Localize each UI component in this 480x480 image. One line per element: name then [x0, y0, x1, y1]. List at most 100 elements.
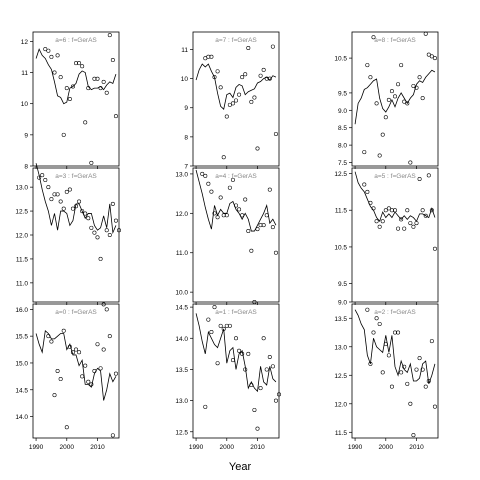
data-point [101, 347, 106, 352]
data-point [49, 339, 54, 344]
data-point [270, 44, 275, 49]
panel-frame [351, 31, 439, 167]
data-point [86, 86, 91, 91]
data-point [40, 173, 45, 178]
data-point [267, 354, 272, 359]
data-point [368, 361, 373, 366]
y-tick-label: 15.0 [15, 360, 28, 367]
data-point [258, 223, 263, 228]
data-point [101, 79, 106, 84]
data-point [110, 201, 115, 206]
series-line [195, 63, 277, 110]
y-tick-label: 11.5 [16, 256, 29, 263]
data-point [396, 82, 401, 87]
data-point [74, 61, 79, 66]
y-tick-label: 9.5 [338, 90, 347, 97]
y-tick-label: 14.5 [175, 305, 188, 312]
data-point [411, 433, 416, 438]
data-point [224, 213, 229, 218]
data-point [249, 99, 254, 104]
data-point [58, 75, 63, 80]
data-point [264, 367, 269, 372]
series-line [35, 330, 117, 401]
panel-a2: 11.5 12.0 12.5 13.0 13.5 1990 2000 2010 a=2 : f=… [334, 303, 439, 451]
data-point [396, 330, 401, 335]
data-point [273, 131, 278, 136]
data-point [377, 153, 382, 158]
panel-frame [351, 167, 439, 303]
data-point [37, 175, 42, 180]
y-tick-label: 9 [184, 105, 188, 112]
data-point [64, 189, 69, 194]
x-axis-label: Year [229, 461, 252, 473]
panel-a4: 10.0 11.0 12.0 13.0 a=4 : f=GerAS [175, 167, 280, 305]
data-point [218, 85, 223, 90]
y-tick-label: 13.0 [175, 398, 188, 405]
data-point [64, 86, 69, 91]
data-point [107, 334, 112, 339]
data-point [77, 61, 82, 66]
y-tick-label: 12.5 [15, 209, 28, 216]
data-point [426, 173, 431, 178]
data-point [380, 219, 385, 224]
data-point [417, 177, 422, 182]
data-point [276, 392, 281, 397]
y-tick-label: 12.5 [334, 373, 347, 380]
data-point [423, 384, 428, 389]
y-tick-label: 7 [184, 164, 188, 171]
data-point [273, 398, 278, 403]
data-point [80, 64, 85, 69]
data-point [49, 54, 54, 59]
data-point [249, 248, 254, 253]
data-point [270, 225, 275, 230]
data-point [61, 132, 66, 137]
data-point [270, 364, 275, 369]
data-point [58, 199, 63, 204]
y-tick-label: 14.0 [15, 414, 28, 421]
data-point [203, 173, 208, 178]
y-tick-label: 7.5 [338, 160, 347, 167]
data-point [389, 384, 394, 389]
data-point [411, 83, 416, 88]
data-point [67, 344, 72, 349]
data-point [377, 321, 382, 326]
y-tick-label: 11 [181, 47, 188, 54]
data-point [227, 102, 232, 107]
data-point [230, 358, 235, 363]
data-point [83, 363, 88, 368]
data-point [261, 67, 266, 72]
panel-frame [192, 167, 280, 303]
data-point [411, 224, 416, 229]
y-tick-label: 13.0 [175, 171, 188, 178]
y-tick-label: 11 [21, 70, 28, 77]
y-tick-label: 12.0 [175, 211, 188, 218]
data-point [46, 334, 51, 339]
data-point [423, 213, 428, 218]
data-point [402, 364, 407, 369]
data-point [368, 75, 373, 80]
data-point [408, 401, 413, 406]
panel-frame [32, 167, 120, 303]
data-point [234, 98, 239, 103]
data-point [426, 378, 431, 383]
data-point [110, 433, 115, 438]
panel-a7: 7 8 9 10 11 a=7 : f=GerAS [181, 31, 280, 171]
data-point [405, 101, 410, 106]
data-point [392, 94, 397, 99]
panel-frame [32, 31, 120, 167]
x-tick-label: 2010 [409, 444, 424, 451]
data-point [374, 101, 379, 106]
data-point [95, 342, 100, 347]
panel-a6: 8 9 10 11 12 a=6 : f=GerAS [21, 31, 120, 171]
panel-frame [192, 303, 280, 439]
data-point [209, 189, 214, 194]
y-tick-label: 8.0 [338, 143, 347, 150]
panel-frame [192, 31, 280, 167]
data-point [98, 366, 103, 371]
data-point [386, 353, 391, 358]
data-point [249, 383, 254, 388]
data-point [417, 75, 422, 80]
data-point [224, 323, 229, 328]
y-tick-label: 14.0 [175, 336, 188, 343]
data-point [386, 97, 391, 102]
